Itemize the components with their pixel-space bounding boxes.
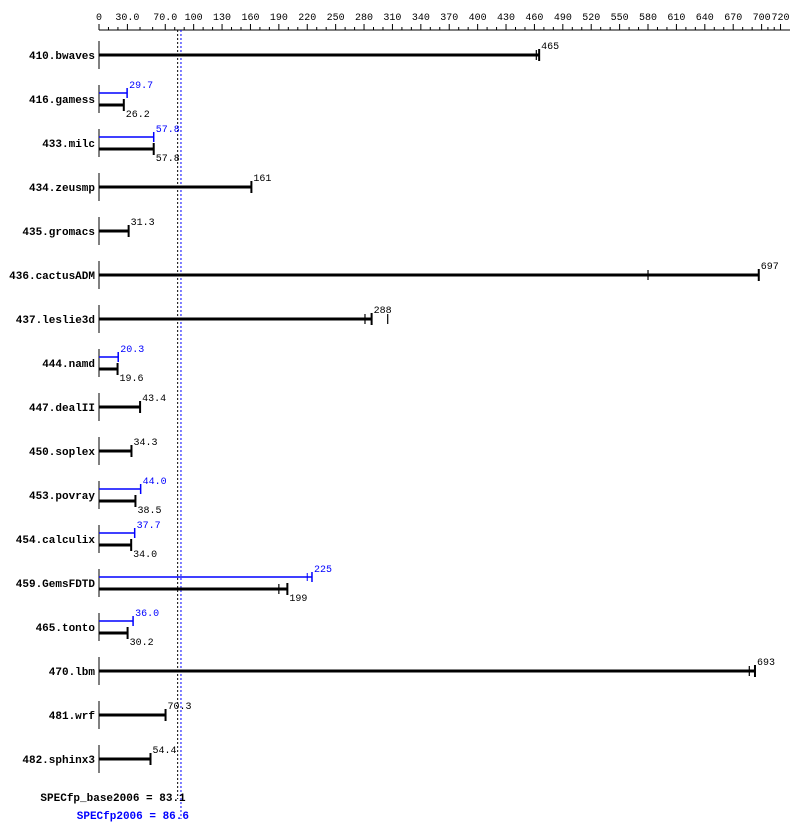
spec-benchmark-chart: 0 30.0 70.0 100 130 160 190 220 250 280 310 340 370 4… [0, 0, 799, 831]
axis-tick-label: 670 [724, 13, 742, 24]
base-value-label: 34.3 [133, 438, 157, 449]
benchmark-label: 444.namd [42, 359, 95, 371]
axis-tick-label: 190 [270, 13, 288, 24]
base-value-label: 199 [289, 594, 307, 605]
axis-tick-label: 160 [241, 13, 259, 24]
axis-tick-label: 280 [355, 13, 373, 24]
axis-tick-label: 490 [554, 13, 572, 24]
axis-tick-label: 370 [440, 13, 458, 24]
base-value-label: 34.0 [133, 550, 157, 561]
axis-tick-label: 550 [611, 13, 629, 24]
axis-tick-label: 30.0 [115, 13, 139, 24]
peak-value-label: 36.0 [135, 609, 159, 620]
benchmark-label: 450.soplex [29, 447, 95, 459]
axis-tick-label: 610 [667, 13, 685, 24]
footer-base-label: SPECfp_base2006 = 83.1 [40, 793, 186, 805]
base-value-label: 57.8 [156, 154, 180, 165]
base-value-label: 54.4 [152, 746, 176, 757]
axis-tick-label: 340 [412, 13, 430, 24]
axis-tick-label: 130 [213, 13, 231, 24]
base-value-label: 43.4 [142, 394, 166, 405]
benchmark-label: 436.cactusADM [9, 271, 95, 283]
base-value-label: 31.3 [131, 218, 155, 229]
peak-value-label: 29.7 [129, 81, 153, 92]
peak-value-label: 225 [314, 565, 332, 576]
base-value-label: 697 [761, 262, 779, 273]
peak-value-label: 57.8 [156, 125, 180, 136]
benchmark-label: 416.gamess [29, 95, 95, 107]
axis-tick-label: 520 [582, 13, 600, 24]
peak-value-label: 44.0 [143, 477, 167, 488]
axis-tick-label: 720 [772, 13, 790, 24]
axis-tick-label: 430 [497, 13, 515, 24]
axis-tick-label: 70.0 [153, 13, 177, 24]
benchmark-label: 465.tonto [36, 623, 96, 635]
footer-peak-label: SPECfp2006 = 86.6 [77, 811, 189, 823]
axis-tick-label: 220 [298, 13, 316, 24]
base-value-label: 30.2 [130, 638, 154, 649]
peak-value-label: 37.7 [137, 521, 161, 532]
axis-tick-label: 460 [525, 13, 543, 24]
base-value-label: 26.2 [126, 110, 150, 121]
peak-value-label: 20.3 [120, 345, 144, 356]
base-value-label: 288 [374, 306, 392, 317]
axis-tick-label: 700 [753, 13, 771, 24]
benchmark-label: 410.bwaves [29, 51, 95, 63]
axis-tick-label: 310 [383, 13, 401, 24]
axis-tick-label: 400 [469, 13, 487, 24]
benchmark-label: 459.GemsFDTD [16, 579, 96, 591]
axis-tick-label: 580 [639, 13, 657, 24]
base-value-label: 19.6 [120, 374, 144, 385]
axis-tick-label: 100 [185, 13, 203, 24]
benchmark-label: 435.gromacs [22, 227, 95, 239]
benchmark-label: 454.calculix [16, 535, 96, 547]
axis-tick-label: 0 [96, 13, 102, 24]
benchmark-label: 433.milc [42, 139, 95, 151]
axis-tick-label: 250 [327, 13, 345, 24]
benchmark-label: 481.wrf [49, 711, 96, 723]
benchmark-label: 434.zeusmp [29, 183, 95, 195]
benchmark-label: 453.povray [29, 491, 95, 503]
axis-tick-label: 640 [696, 13, 714, 24]
benchmark-label: 470.lbm [49, 667, 96, 679]
benchmark-label: 482.sphinx3 [22, 755, 95, 767]
benchmark-label: 447.dealII [29, 403, 95, 415]
base-value-label: 70.3 [168, 702, 192, 713]
base-value-label: 465 [541, 42, 559, 53]
base-value-label: 693 [757, 658, 775, 669]
base-value-label: 161 [253, 174, 271, 185]
benchmark-label: 437.leslie3d [16, 315, 95, 327]
base-value-label: 38.5 [137, 506, 161, 517]
